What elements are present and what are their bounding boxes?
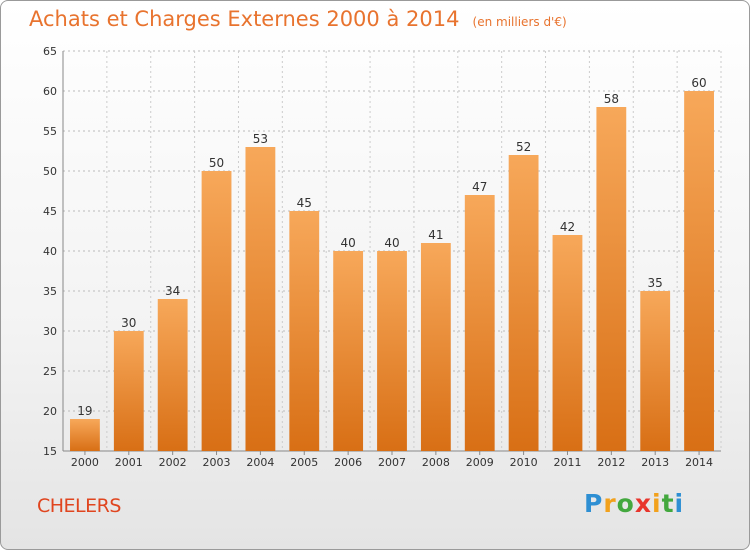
x-tick-label-2007: 2007 [378, 456, 406, 469]
x-tick-label-2013: 2013 [641, 456, 669, 469]
data-label-2009: 47 [472, 180, 487, 194]
bar-2011 [552, 235, 583, 451]
bar-2012 [596, 107, 627, 451]
logo-letter-6: i [674, 489, 685, 518]
data-label-2007: 40 [384, 236, 399, 250]
bar-2003 [201, 171, 232, 451]
bar-2013 [640, 291, 671, 451]
x-tick-label-2011: 2011 [553, 456, 581, 469]
x-tick-label-2008: 2008 [422, 456, 450, 469]
bar-layer [70, 91, 714, 451]
y-tick-label-2: 25 [43, 365, 57, 378]
x-tick-label-2005: 2005 [290, 456, 318, 469]
x-tick-label-2004: 2004 [246, 456, 274, 469]
bar-2007 [377, 251, 407, 451]
x-tick-label-2006: 2006 [334, 456, 362, 469]
data-label-2003: 50 [209, 156, 224, 170]
data-label-2014: 60 [691, 76, 706, 90]
bar-2004 [245, 147, 276, 451]
x-tick-label-2002: 2002 [159, 456, 187, 469]
label-layer: 19 30 34 50 53 45 40 40 41 47 52 42 58 35 60 [77, 76, 706, 418]
data-label-2005: 45 [297, 196, 312, 210]
x-tick-label-2010: 2010 [510, 456, 538, 469]
logo-letter-0: P [584, 489, 604, 518]
bar-2010 [508, 155, 539, 451]
data-label-2001: 30 [121, 316, 136, 330]
data-label-2000: 19 [77, 404, 92, 418]
bar-2002 [157, 299, 188, 451]
logo-letter-1: r [603, 489, 617, 518]
y-tick-label-1: 20 [43, 405, 57, 418]
y-tick-label-10: 65 [43, 45, 57, 58]
data-label-2006: 40 [340, 236, 355, 250]
x-tick-label-2012: 2012 [597, 456, 625, 469]
bar-2008 [420, 243, 451, 451]
y-tick-label-7: 50 [43, 165, 57, 178]
place-name: CHELERS [37, 495, 121, 517]
proxiti-logo: Proxiti [584, 489, 684, 518]
y-tick-label-5: 40 [43, 245, 57, 258]
bar-2005 [289, 211, 320, 451]
data-label-2012: 58 [604, 92, 619, 106]
logo-letter-3: x [634, 489, 652, 518]
data-label-2013: 35 [648, 276, 663, 290]
logo-letter-4: i [652, 489, 662, 518]
data-label-2002: 34 [165, 284, 180, 298]
bar-2000 [70, 419, 100, 451]
bar-2014 [684, 91, 714, 451]
bar-2006 [333, 251, 364, 451]
x-tick-label-2009: 2009 [466, 456, 494, 469]
x-tick-label-2014: 2014 [685, 456, 713, 469]
y-tick-label-8: 55 [43, 125, 57, 138]
data-label-2004: 53 [253, 132, 268, 146]
data-label-2010: 52 [516, 140, 531, 154]
y-tick-label-0: 15 [43, 445, 57, 458]
data-label-2011: 42 [560, 220, 575, 234]
chart-title: Achats et Charges Externes 2000 à 2014 [29, 7, 460, 31]
y-tick-label-3: 30 [43, 325, 57, 338]
title-row: Achats et Charges Externes 2000 à 2014 (… [29, 7, 567, 31]
logo-letter-2: o [616, 489, 635, 518]
data-label-2008: 41 [428, 228, 443, 242]
x-tick-label-2000: 2000 [71, 456, 99, 469]
logo-letter-5: t [661, 489, 675, 518]
bar-2001 [113, 331, 144, 451]
y-tick-label-4: 35 [43, 285, 57, 298]
y-tick-label-6: 45 [43, 205, 57, 218]
y-tick-label-9: 60 [43, 85, 57, 98]
bar-2009 [464, 195, 495, 451]
chart-unit-note: (en milliers d'€) [472, 15, 567, 29]
x-tick-label-2003: 2003 [203, 456, 231, 469]
x-tick-label-2001: 2001 [115, 456, 143, 469]
axis-layer: 15 20 25 30 35 40 45 50 55 60 65 2000 2001 2002 2003 20… [43, 45, 721, 469]
